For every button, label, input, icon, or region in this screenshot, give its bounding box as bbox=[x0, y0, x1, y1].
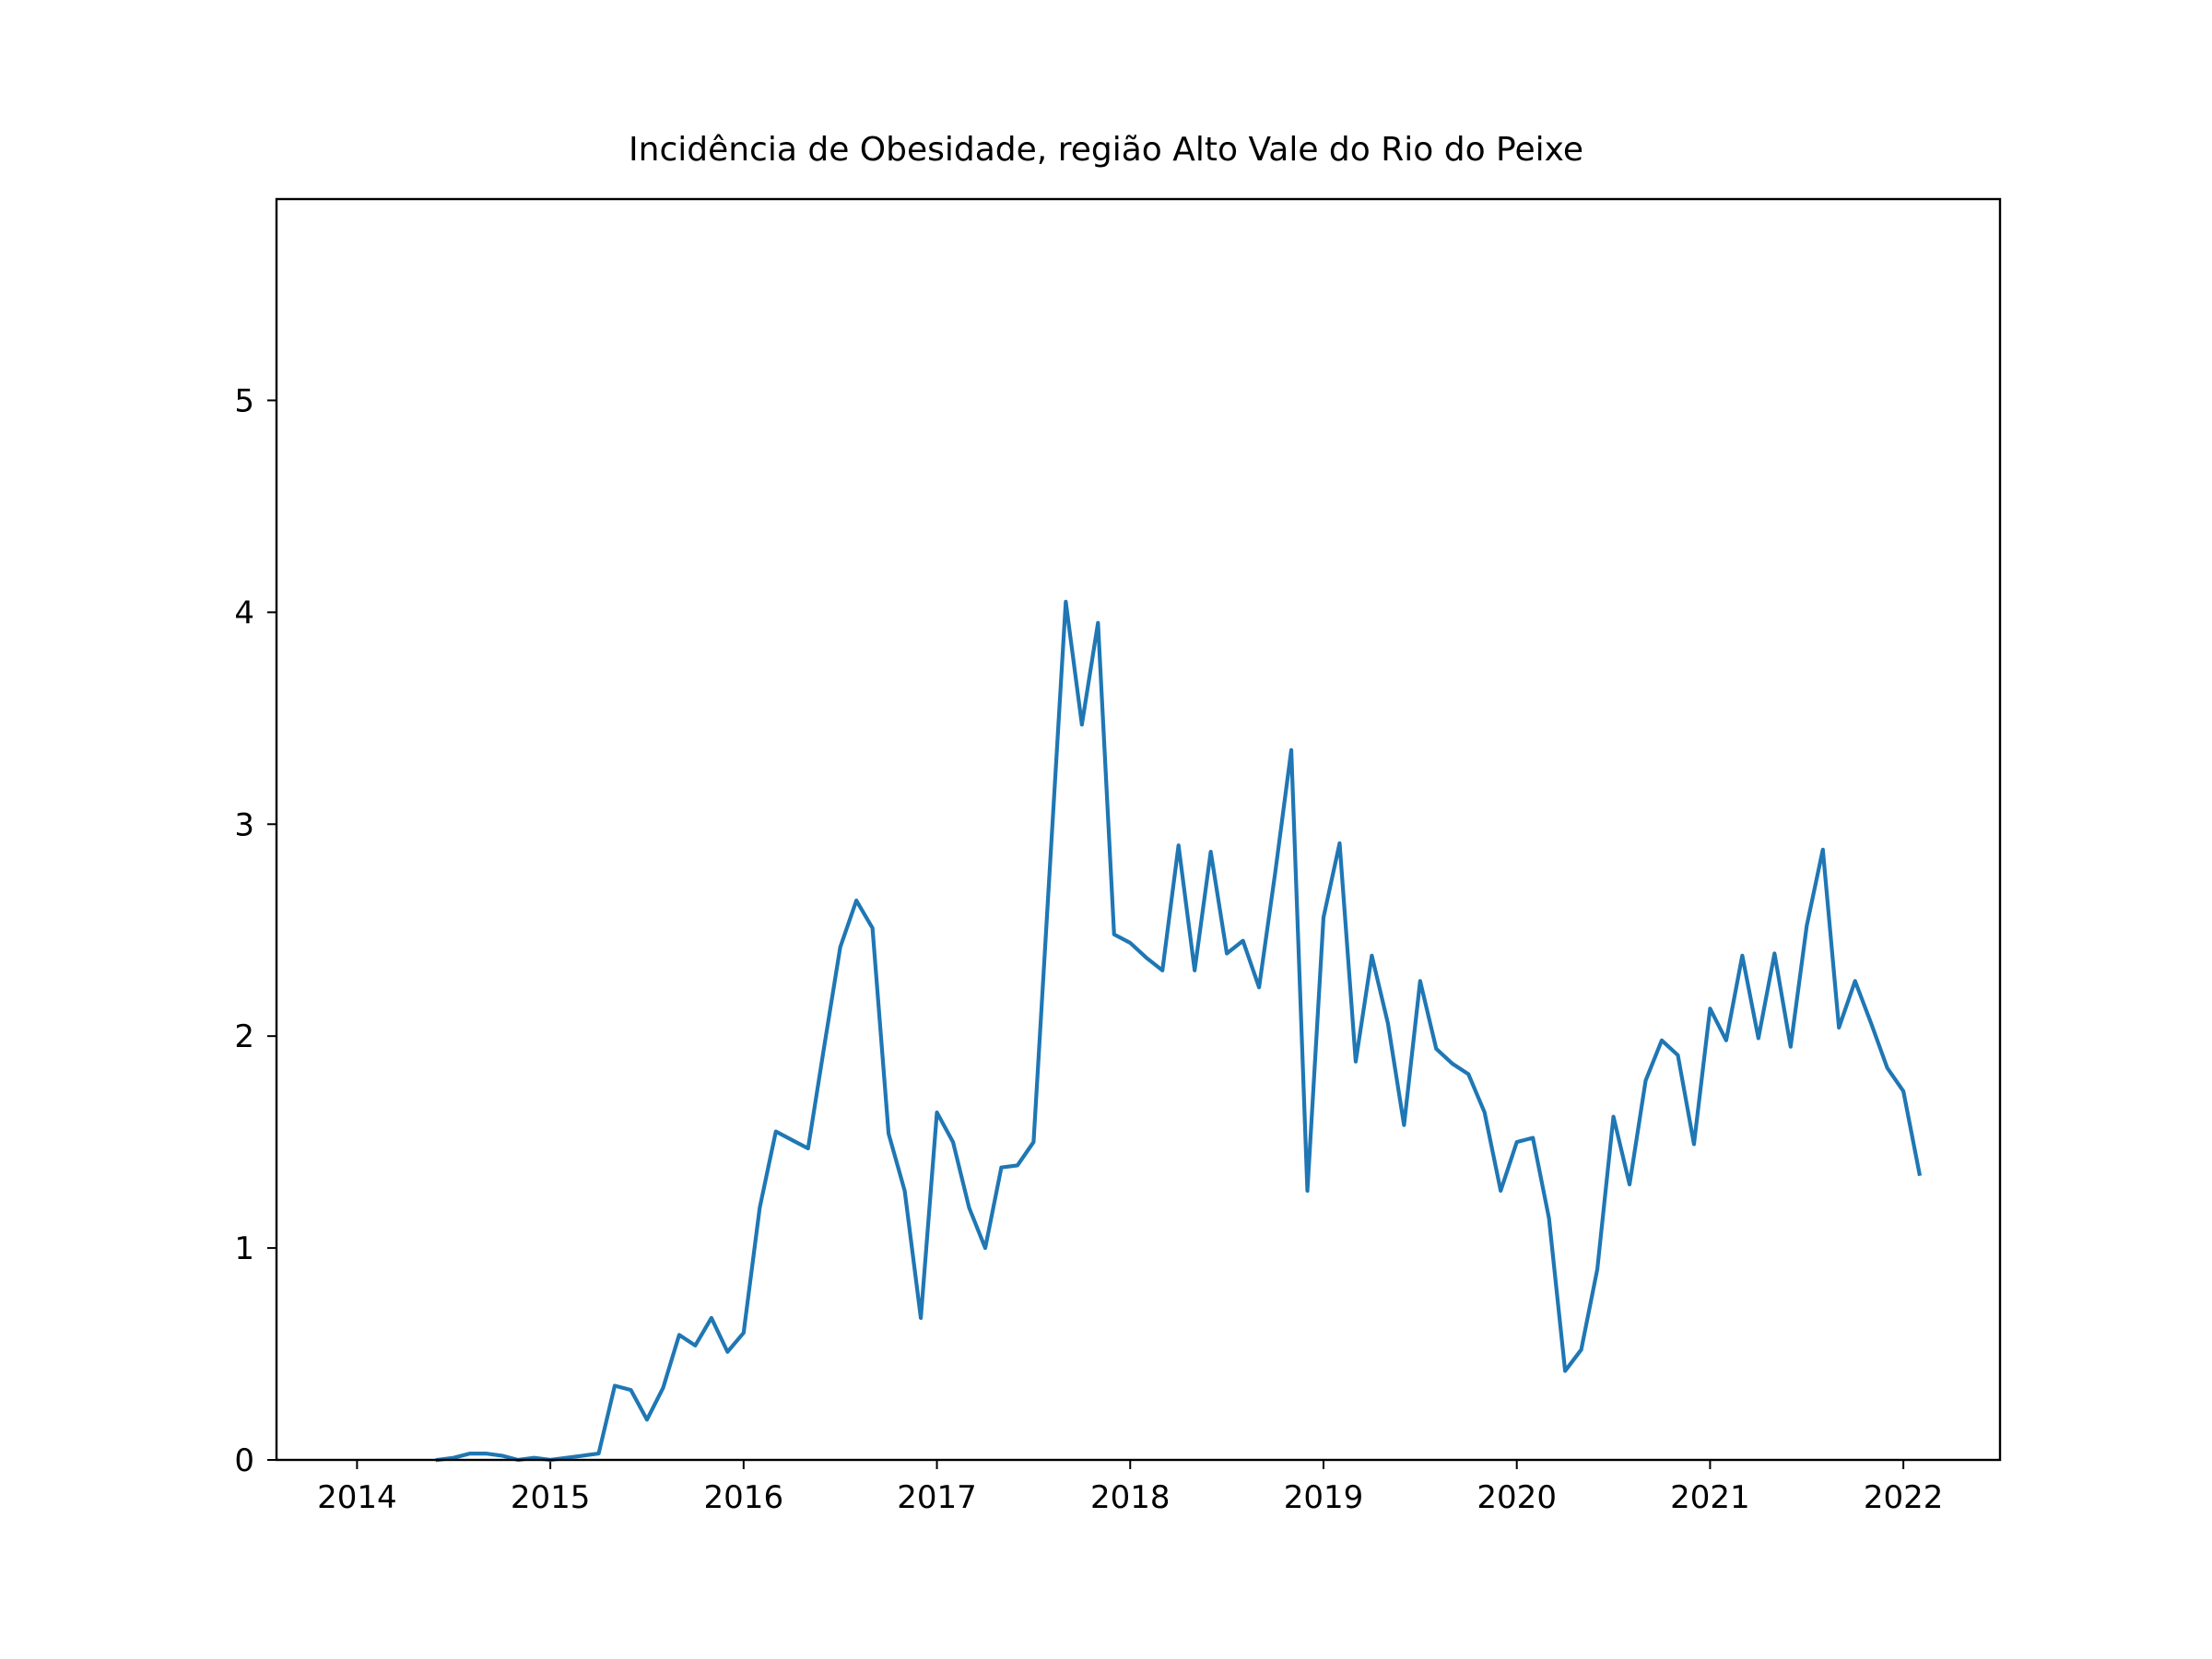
y-tick-label: 5 bbox=[234, 382, 254, 419]
series-line bbox=[435, 599, 1923, 1463]
y-tick-label: 3 bbox=[234, 806, 254, 843]
plot-area bbox=[435, 599, 1923, 1463]
y-tick-label: 4 bbox=[234, 594, 254, 631]
x-axis: 2014 2015 2016 2017 2018 2019 2020 2021 2022 bbox=[317, 1460, 1943, 1516]
axes-frame bbox=[275, 197, 2002, 1462]
x-tick-label: 2016 bbox=[704, 1479, 784, 1516]
y-tick-label: 2 bbox=[234, 1018, 254, 1055]
x-tick-label: 2020 bbox=[1477, 1479, 1557, 1516]
y-tick-label: 0 bbox=[234, 1442, 254, 1479]
y-tick-label: 1 bbox=[234, 1230, 254, 1267]
x-tick-label: 2018 bbox=[1090, 1479, 1171, 1516]
x-tick-label: 2022 bbox=[1864, 1479, 1944, 1516]
x-tick-label: 2014 bbox=[317, 1479, 397, 1516]
y-axis: 0 1 2 3 4 5 bbox=[234, 382, 276, 1479]
x-tick-label: 2021 bbox=[1670, 1479, 1750, 1516]
x-tick-label: 2017 bbox=[897, 1479, 977, 1516]
x-tick-label: 2019 bbox=[1284, 1479, 1364, 1516]
chart-title: Incidência de Obesidade, região Alto Val… bbox=[629, 131, 1583, 169]
x-tick-label: 2015 bbox=[511, 1479, 591, 1516]
